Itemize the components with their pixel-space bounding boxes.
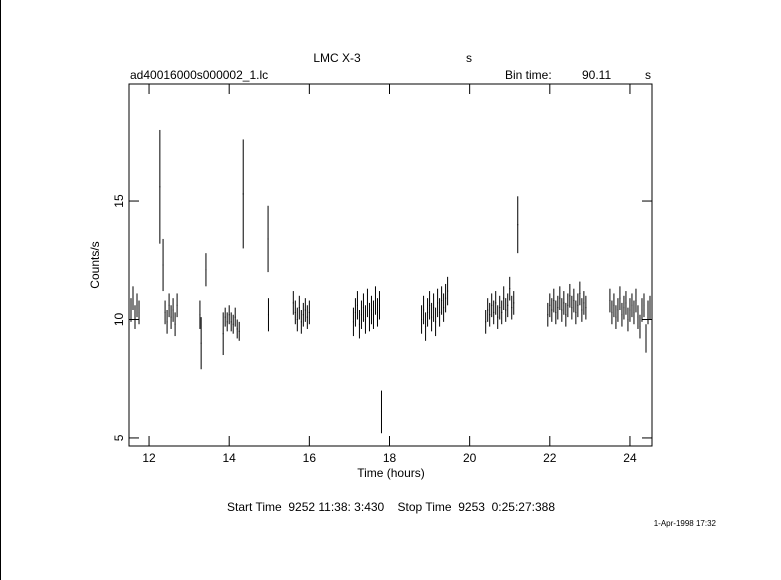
y-tick-label: 15 [112, 194, 126, 208]
x-tick-label: 20 [463, 451, 477, 465]
y-tick-label: 10 [112, 312, 126, 326]
time-range: Start Time 9252 11:38: 3:430 Stop Time 9… [227, 500, 555, 514]
chart-title: LMC X-3 [313, 51, 361, 65]
x-axis-label: Time (hours) [357, 466, 425, 480]
y-axis-label: Counts/s [88, 241, 102, 288]
bin-value: 90.11 [582, 68, 611, 82]
x-tick-label: 16 [303, 451, 317, 465]
bin-unit: s [645, 68, 651, 82]
plot-frame [128, 83, 653, 447]
date-stamp: 1-Apr-1998 17:32 [654, 519, 717, 528]
x-tick-label: 18 [383, 451, 397, 465]
title-unit: s [466, 51, 472, 65]
x-tick-label: 22 [543, 451, 557, 465]
file-name: ad40016000s000002_1.lc [130, 68, 268, 82]
bin-label: Bin time: [505, 68, 552, 82]
x-tick-label: 24 [623, 451, 637, 465]
x-tick-label: 12 [142, 451, 156, 465]
y-tick-label: 5 [112, 434, 126, 441]
x-tick-label: 14 [223, 451, 237, 465]
